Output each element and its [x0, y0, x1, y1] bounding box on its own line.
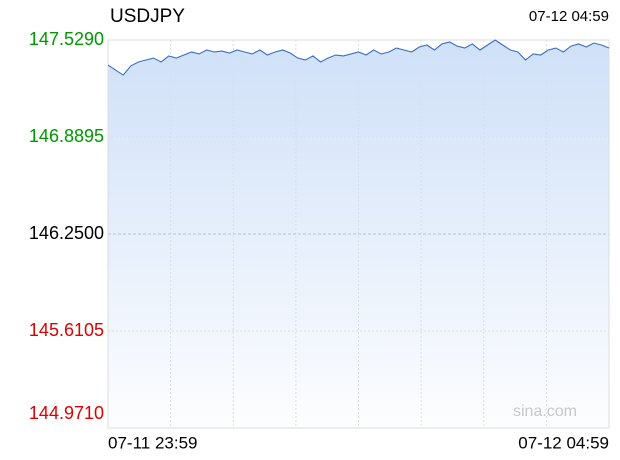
area-fill: [108, 40, 609, 428]
timestamp: 07-12 04:59: [529, 8, 609, 25]
watermark: sina.com: [513, 403, 577, 420]
y-tick-label: 145.6105: [29, 320, 104, 340]
y-tick-label: 144.9710: [29, 403, 104, 423]
x-tick-label: 07-11 23:59: [108, 433, 197, 452]
y-tick-label: 146.2500: [29, 223, 104, 243]
y-tick-label: 146.8895: [29, 126, 104, 146]
price-line: [107, 39, 610, 76]
plot-frame: [107, 39, 610, 429]
chart-title: USDJPY: [110, 6, 185, 27]
y-tick-label: 147.5290: [29, 29, 104, 49]
x-tick-label: 07-12 04:59: [518, 433, 609, 452]
